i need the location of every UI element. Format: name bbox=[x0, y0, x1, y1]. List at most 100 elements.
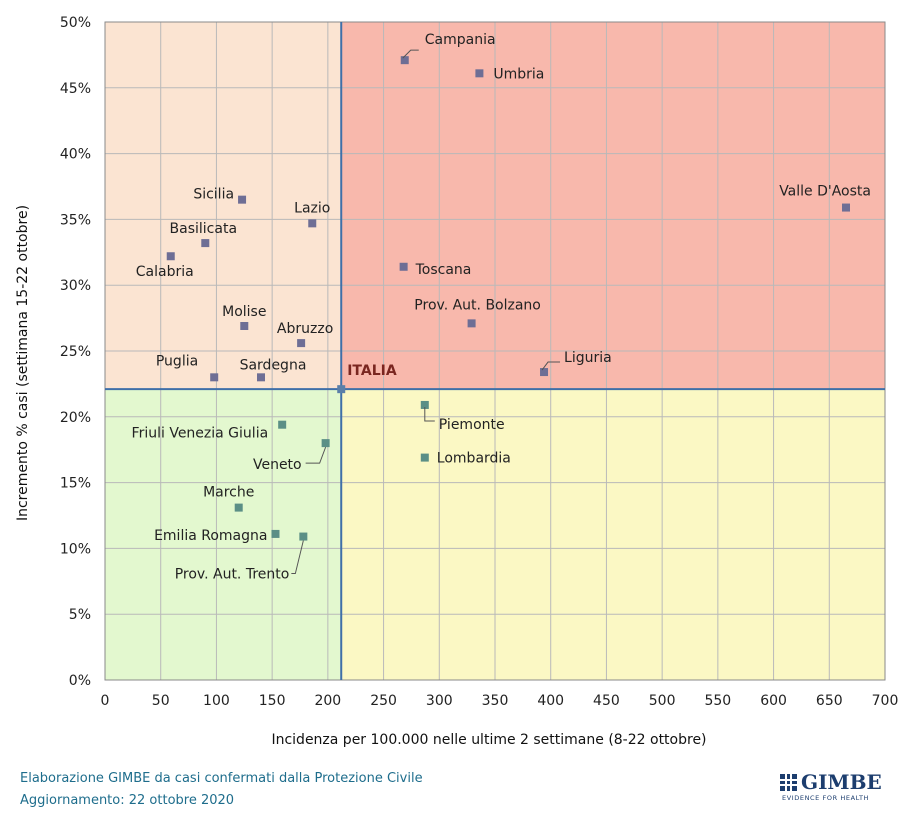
point-label: Lazio bbox=[294, 200, 330, 216]
point-marker bbox=[271, 529, 280, 538]
gimbe-logo-icon bbox=[780, 773, 797, 791]
logo-tagline: EVIDENCE FOR HEALTH bbox=[782, 794, 870, 802]
data-point: Toscana bbox=[399, 262, 472, 278]
point-label: Calabria bbox=[136, 264, 194, 280]
data-point: Liguria bbox=[540, 350, 612, 377]
point-marker bbox=[299, 532, 308, 541]
point-label: Prov. Aut. Bolzano bbox=[414, 297, 541, 313]
x-tick-label: 650 bbox=[816, 693, 843, 709]
point-marker bbox=[238, 195, 247, 204]
x-tick-label: 100 bbox=[203, 693, 230, 709]
data-point: Sicilia bbox=[193, 187, 247, 204]
point-label: Toscana bbox=[415, 262, 472, 278]
leader-line bbox=[424, 406, 435, 422]
x-tick-label: 500 bbox=[649, 693, 676, 709]
y-tick-label: 0% bbox=[69, 673, 91, 689]
y-tick-label: 10% bbox=[60, 541, 91, 557]
data-point: Emilia Romagna bbox=[154, 528, 280, 544]
point-marker bbox=[842, 203, 850, 212]
data-point: Abruzzo bbox=[277, 321, 333, 348]
point-label: Liguria bbox=[564, 350, 612, 366]
y-tick-label: 30% bbox=[60, 278, 91, 294]
x-tick-label: 300 bbox=[426, 693, 453, 709]
point-label: Prov. Aut. Trento bbox=[175, 567, 290, 583]
point-marker bbox=[234, 503, 243, 512]
point-label: Emilia Romagna bbox=[154, 528, 267, 544]
point-marker bbox=[400, 56, 409, 65]
point-marker bbox=[257, 373, 265, 382]
x-tick-label: 700 bbox=[872, 693, 899, 709]
point-marker bbox=[399, 262, 408, 271]
data-point: Valle D'Aosta bbox=[779, 184, 871, 212]
point-label: Campania bbox=[425, 32, 496, 48]
gimbe-logo: GIMBE EVIDENCE FOR HEALTH bbox=[780, 772, 890, 806]
point-label: Friuli Venezia Giulia bbox=[132, 426, 269, 442]
point-marker bbox=[420, 453, 429, 462]
data-point: Friuli Venezia Giulia bbox=[132, 420, 287, 442]
y-tick-label: 35% bbox=[60, 212, 91, 228]
point-marker bbox=[278, 420, 287, 429]
data-point: Calabria bbox=[136, 252, 194, 280]
x-tick-label: 50 bbox=[152, 693, 170, 709]
y-tick-label: 25% bbox=[60, 344, 91, 360]
point-label: Veneto bbox=[253, 457, 302, 473]
leader-line bbox=[541, 361, 561, 371]
footer-source: Elaborazione GIMBE da casi confermati da… bbox=[20, 771, 423, 786]
reference-label: ITALIA bbox=[347, 363, 397, 379]
data-point: Lombardia bbox=[420, 451, 511, 467]
x-axis-title: Incidenza per 100.000 nelle ultime 2 set… bbox=[271, 732, 706, 748]
data-point: Campania bbox=[400, 32, 496, 65]
point-label: Sicilia bbox=[193, 187, 234, 203]
point-label: Valle D'Aosta bbox=[779, 184, 871, 200]
x-tick-label: 0 bbox=[101, 693, 110, 709]
x-tick-label: 400 bbox=[537, 693, 564, 709]
y-tick-label: 20% bbox=[60, 410, 91, 426]
point-label: Sardegna bbox=[240, 357, 307, 373]
x-tick-label: 550 bbox=[704, 693, 731, 709]
point-label: Basilicata bbox=[170, 221, 238, 237]
point-marker bbox=[308, 219, 317, 228]
data-point: Veneto bbox=[253, 439, 330, 473]
x-tick-label: 200 bbox=[314, 693, 341, 709]
data-point: Puglia bbox=[156, 353, 219, 382]
point-marker bbox=[540, 368, 549, 377]
reference-marker bbox=[337, 385, 346, 394]
y-tick-label: 40% bbox=[60, 147, 91, 163]
data-point: Marche bbox=[203, 485, 254, 512]
point-marker bbox=[467, 319, 476, 328]
point-marker bbox=[297, 339, 306, 348]
point-marker bbox=[166, 252, 175, 261]
y-axis-title: Incremento % casi (settimana 15-22 ottob… bbox=[15, 205, 31, 521]
y-tick-label: 15% bbox=[60, 476, 91, 492]
point-marker bbox=[420, 400, 429, 409]
x-tick-label: 600 bbox=[760, 693, 787, 709]
y-tick-label: 45% bbox=[60, 81, 91, 97]
quadrant-bottom-right bbox=[341, 389, 885, 680]
data-point: Lazio bbox=[294, 200, 330, 228]
data-point: Basilicata bbox=[170, 221, 238, 248]
logo-name: GIMBE bbox=[801, 770, 882, 794]
x-tick-label: 450 bbox=[593, 693, 620, 709]
leader-line bbox=[291, 540, 304, 575]
point-label: Marche bbox=[203, 485, 254, 501]
x-tick-label: 350 bbox=[482, 693, 509, 709]
data-point: Molise bbox=[222, 304, 266, 330]
plot-border bbox=[104, 21, 886, 681]
scatter-chart: 0 50 100 150 200 250 300 350 400 450 500 550 600 650 7… bbox=[15, 15, 899, 748]
data-point: Sardegna bbox=[240, 357, 307, 382]
data-point: Umbria bbox=[475, 66, 544, 82]
point-label: Puglia bbox=[156, 353, 198, 369]
footer-update: Aggiornamento: 22 ottobre 2020 bbox=[20, 793, 235, 808]
quadrant-top-right bbox=[341, 22, 885, 390]
y-tick-label: 50% bbox=[60, 15, 91, 31]
data-point: Prov. Aut. Bolzano bbox=[414, 297, 541, 328]
leader-line bbox=[402, 49, 419, 59]
point-marker bbox=[240, 321, 249, 330]
point-label: Molise bbox=[222, 304, 266, 320]
x-tick-label: 250 bbox=[370, 693, 397, 709]
point-label: Abruzzo bbox=[277, 321, 333, 337]
point-marker bbox=[201, 239, 210, 248]
data-point: Prov. Aut. Trento bbox=[175, 532, 308, 583]
point-label: Piemonte bbox=[439, 417, 505, 433]
point-marker bbox=[321, 439, 330, 448]
